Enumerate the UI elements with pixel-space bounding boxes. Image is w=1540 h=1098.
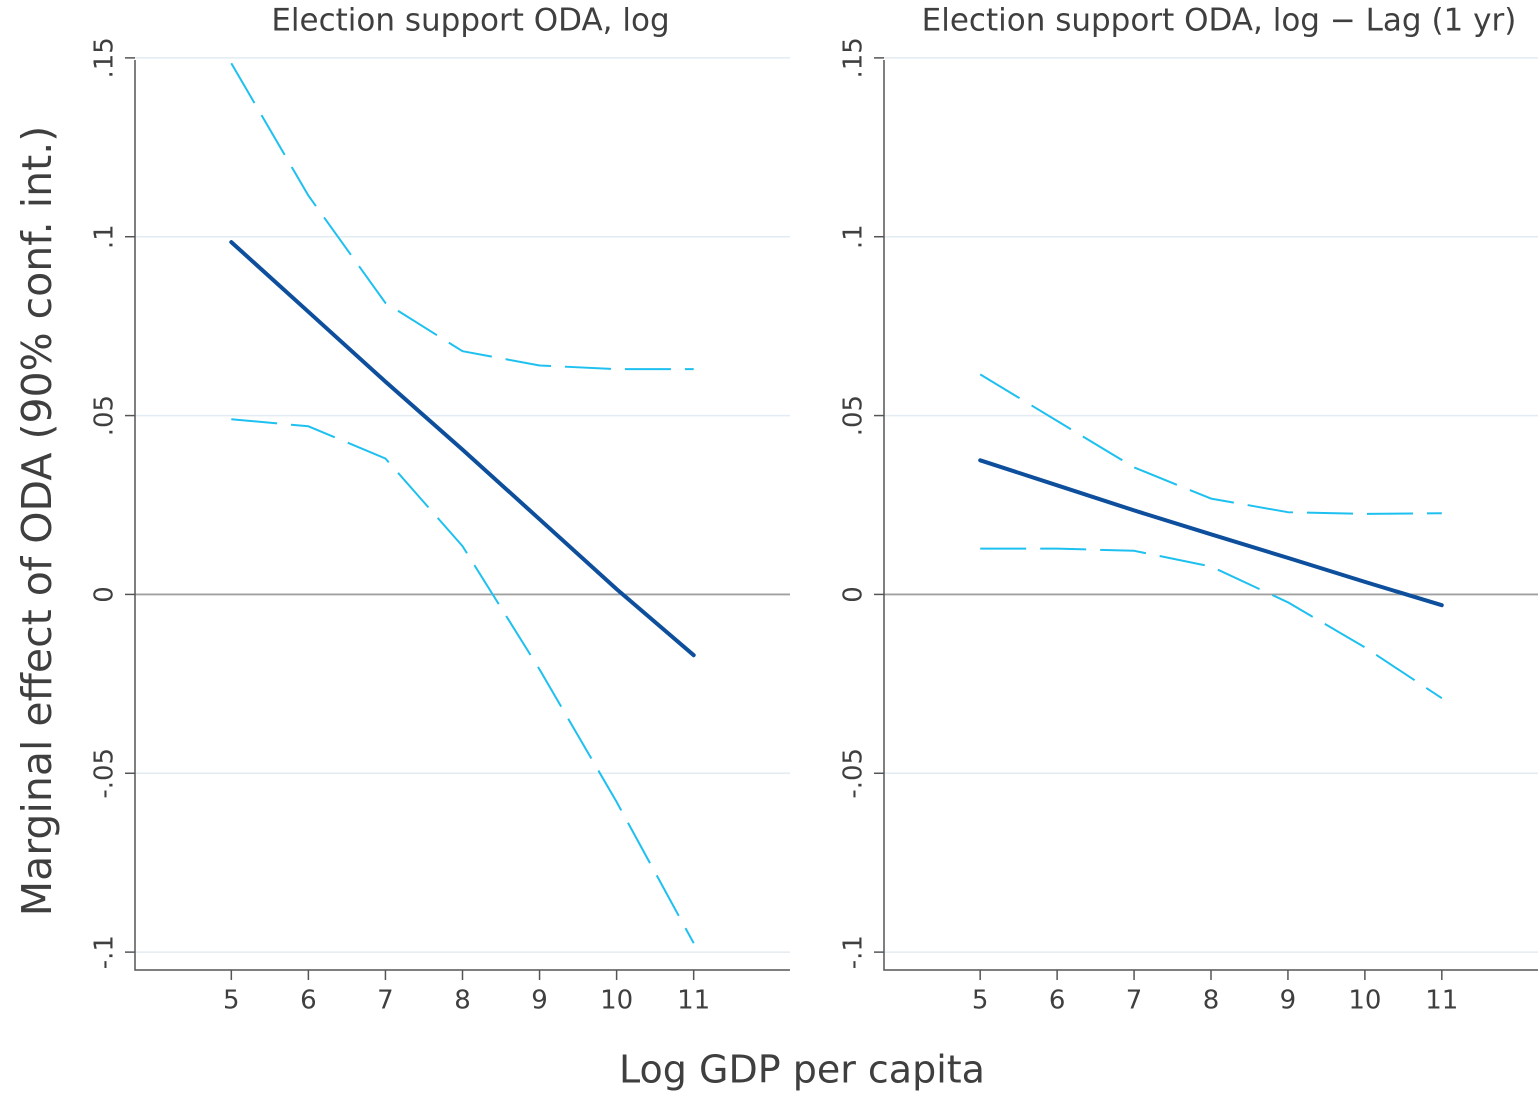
panel-2: Election support ODA, log − Lag (1 yr) -.… bbox=[839, 3, 1538, 1016]
x-tick-label: 10 bbox=[600, 986, 633, 1016]
x-axis-title: Log GDP per capita bbox=[619, 1048, 985, 1092]
x-tick-label: 7 bbox=[377, 986, 394, 1016]
y-tick-label: .1 bbox=[90, 224, 120, 249]
y-axis-title: Marginal effect of ODA (90% conf. int.) bbox=[13, 126, 61, 916]
panels: Election support ODA, log -.1 -.05 0 .05 .1 .1… bbox=[90, 3, 1538, 1016]
y-tick-label: -.05 bbox=[90, 748, 120, 799]
y-tick-label: -.05 bbox=[839, 748, 869, 799]
y-tick-label: 0 bbox=[839, 586, 869, 603]
x-tick-label: 8 bbox=[1203, 986, 1220, 1016]
series-lower-90-ci bbox=[980, 547, 1443, 700]
x-tick-label: 11 bbox=[1425, 986, 1458, 1016]
series-marginal-effect bbox=[229, 240, 696, 658]
x-tick-label: 10 bbox=[1348, 986, 1381, 1016]
panel-1: Election support ODA, log -.1 -.05 0 .05 .1 .1… bbox=[90, 3, 790, 1016]
x-tick-label: 5 bbox=[223, 986, 240, 1016]
panel-title: Election support ODA, log − Lag (1 yr) bbox=[922, 3, 1517, 39]
series-lower-90-ci bbox=[231, 418, 695, 944]
y-tick-label: .15 bbox=[839, 37, 869, 78]
x-tick-label: 9 bbox=[531, 986, 548, 1016]
series-upper-90-ci bbox=[979, 373, 1442, 515]
y-tick-label: 0 bbox=[90, 586, 120, 603]
x-tick-label: 6 bbox=[300, 986, 317, 1016]
y-tick-label: .05 bbox=[839, 395, 869, 436]
panel-title: Election support ODA, log bbox=[271, 3, 669, 39]
y-tick-label: .05 bbox=[90, 395, 120, 436]
y-tick-label: -.1 bbox=[90, 935, 120, 969]
x-tick-label: 7 bbox=[1126, 986, 1143, 1016]
y-tick-label: -.1 bbox=[839, 935, 869, 969]
x-tick-label: 5 bbox=[972, 986, 989, 1016]
x-tick-label: 6 bbox=[1049, 986, 1066, 1016]
x-tick-label: 8 bbox=[454, 986, 471, 1016]
series-marginal-effect bbox=[978, 458, 1444, 608]
x-tick-label: 11 bbox=[677, 986, 710, 1016]
axis-frame bbox=[883, 60, 1538, 971]
axis-frame bbox=[134, 60, 790, 971]
y-tick-label: .15 bbox=[90, 37, 120, 78]
series-upper-90-ci bbox=[230, 62, 694, 371]
y-tick-label: .1 bbox=[839, 224, 869, 249]
x-tick-label: 9 bbox=[1280, 986, 1297, 1016]
